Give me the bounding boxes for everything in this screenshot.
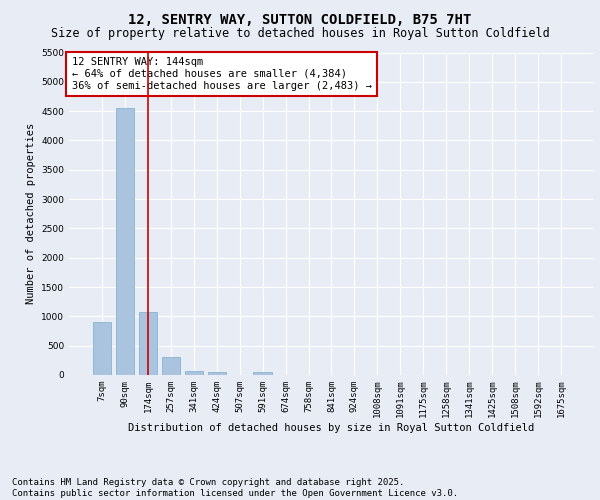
Bar: [162, 358, 180, 375]
Bar: [253, 372, 272, 375]
Text: Contains HM Land Registry data © Crown copyright and database right 2025.
Contai: Contains HM Land Registry data © Crown c…: [12, 478, 458, 498]
Bar: [139, 312, 157, 375]
Y-axis label: Number of detached properties: Number of detached properties: [26, 123, 35, 304]
Bar: [116, 108, 134, 375]
Text: Size of property relative to detached houses in Royal Sutton Coldfield: Size of property relative to detached ho…: [50, 28, 550, 40]
Bar: [93, 322, 111, 375]
X-axis label: Distribution of detached houses by size in Royal Sutton Coldfield: Distribution of detached houses by size …: [128, 423, 535, 433]
Bar: [185, 370, 203, 375]
Bar: [208, 372, 226, 375]
Text: 12, SENTRY WAY, SUTTON COLDFIELD, B75 7HT: 12, SENTRY WAY, SUTTON COLDFIELD, B75 7H…: [128, 12, 472, 26]
Text: 12 SENTRY WAY: 144sqm
← 64% of detached houses are smaller (4,384)
36% of semi-d: 12 SENTRY WAY: 144sqm ← 64% of detached …: [71, 58, 371, 90]
